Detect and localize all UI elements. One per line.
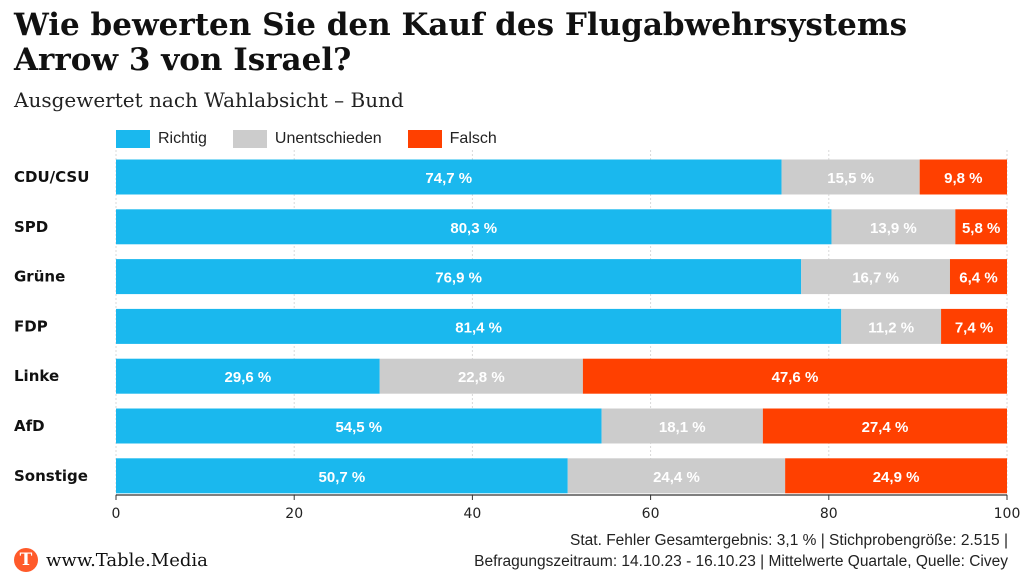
bar-falsch-grüne bbox=[949, 259, 1007, 295]
data-label-falsch-sonstige: 24,9 % bbox=[873, 469, 920, 486]
x-tick-label-40: 40 bbox=[463, 506, 481, 522]
x-tick-label-20: 20 bbox=[285, 506, 303, 522]
data-label-unentschieden-grüne: 16,7 % bbox=[852, 270, 899, 287]
legend-item-richtig: Richtig bbox=[116, 130, 207, 148]
bar-unentschieden-fdp bbox=[841, 308, 942, 344]
x-tick-label-60: 60 bbox=[642, 506, 660, 522]
data-label-richtig-spd: 80,3 % bbox=[450, 220, 497, 237]
data-label-richtig-cdu-csu: 74,7 % bbox=[425, 170, 472, 187]
data-label-unentschieden-spd: 13,9 % bbox=[870, 220, 917, 237]
chart-subtitle: Ausgewertet nach Wahlabsicht – Bund bbox=[14, 88, 404, 112]
bar-unentschieden-sonstige bbox=[567, 458, 786, 494]
bar-richtig-afd bbox=[116, 408, 602, 444]
legend: Richtig Unentschieden Falsch bbox=[116, 128, 523, 150]
bar-falsch-sonstige bbox=[785, 458, 1007, 494]
data-label-unentschieden-linke: 22,8 % bbox=[458, 369, 505, 386]
bar-falsch-afd bbox=[762, 408, 1007, 444]
x-tick-label-80: 80 bbox=[820, 506, 838, 522]
bar-unentschieden-afd bbox=[601, 408, 763, 444]
data-label-richtig-grüne: 76,9 % bbox=[435, 270, 482, 287]
data-label-unentschieden-fdp: 11,2 % bbox=[868, 319, 914, 336]
legend-item-falsch: Falsch bbox=[407, 130, 497, 148]
chart-title: Wie bewerten Sie den Kauf des Flugabwehr… bbox=[14, 7, 908, 78]
bar-falsch-linke bbox=[582, 358, 1007, 394]
data-label-falsch-grüne: 6,4 % bbox=[959, 270, 997, 287]
stacked-bar-chart: CDU/CSU 74,7 % 15,5 % 9,8 % SPD 80,3 % 13,9 % 5… bbox=[14, 150, 1021, 522]
bar-richtig-fdp bbox=[116, 308, 842, 344]
bar-unentschieden-grüne bbox=[801, 259, 950, 295]
bar-richtig-sonstige bbox=[116, 458, 568, 494]
data-label-richtig-afd: 54,5 % bbox=[335, 419, 382, 436]
data-label-falsch-spd: 5,8 % bbox=[962, 220, 1000, 237]
legend-label-falsch: Falsch bbox=[449, 130, 497, 147]
source-note-line-2: Befragungszeitraum: 14.10.23 - 16.10.23 … bbox=[474, 553, 1008, 570]
data-label-richtig-sonstige: 50,7 % bbox=[319, 469, 366, 486]
bar-falsch-fdp bbox=[941, 308, 1007, 344]
brand-logo[interactable]: T www.Table.Media bbox=[14, 548, 208, 572]
bar-unentschieden-cdu-csu bbox=[781, 159, 920, 195]
bar-unentschieden-spd bbox=[831, 209, 956, 245]
legend-label-richtig: Richtig bbox=[158, 130, 207, 147]
table-media-logo-icon: T bbox=[14, 548, 38, 572]
source-note: Stat. Fehler Gesamtergebnis: 3,1 % | Sti… bbox=[474, 530, 1008, 572]
data-label-falsch-linke: 47,6 % bbox=[772, 369, 819, 386]
legend-swatch-richtig bbox=[116, 130, 150, 148]
legend-swatch-falsch bbox=[407, 130, 442, 148]
category-label-fdp: FDP bbox=[14, 317, 48, 335]
data-label-unentschieden-sonstige: 24,4 % bbox=[653, 469, 700, 486]
bar-falsch-cdu-csu bbox=[919, 159, 1007, 195]
category-label-linke: Linke bbox=[14, 367, 59, 385]
bar-falsch-spd bbox=[955, 209, 1007, 245]
data-label-unentschieden-cdu-csu: 15,5 % bbox=[827, 170, 874, 187]
legend-item-unentschieden: Unentschieden bbox=[232, 130, 382, 148]
data-label-richtig-linke: 29,6 % bbox=[225, 369, 272, 386]
data-label-unentschieden-afd: 18,1 % bbox=[659, 419, 706, 436]
legend-label-unentschieden: Unentschieden bbox=[274, 130, 382, 147]
data-label-falsch-cdu-csu: 9,8 % bbox=[944, 170, 982, 187]
bar-richtig-linke bbox=[116, 358, 380, 394]
x-tick-label-100: 100 bbox=[994, 506, 1021, 522]
data-label-falsch-afd: 27,4 % bbox=[862, 419, 909, 436]
category-label-afd: AfD bbox=[14, 417, 45, 435]
category-label-grüne: Grüne bbox=[14, 268, 65, 286]
category-label-cdu-csu: CDU/CSU bbox=[14, 168, 89, 186]
bar-richtig-cdu-csu bbox=[116, 159, 782, 195]
legend-swatch-unentschieden bbox=[232, 130, 267, 148]
source-note-line-1: Stat. Fehler Gesamtergebnis: 3,1 % | Sti… bbox=[570, 532, 1008, 549]
category-label-sonstige: Sonstige bbox=[14, 467, 88, 485]
category-label-spd: SPD bbox=[14, 218, 48, 236]
brand-url: www.Table.Media bbox=[46, 549, 208, 571]
data-label-falsch-fdp: 7,4 % bbox=[955, 319, 993, 336]
bar-unentschieden-linke bbox=[379, 358, 583, 394]
bar-richtig-spd bbox=[116, 209, 832, 245]
bar-richtig-grüne bbox=[116, 259, 802, 295]
data-label-richtig-fdp: 81,4 % bbox=[455, 319, 502, 336]
x-tick-label-0: 0 bbox=[112, 506, 121, 522]
